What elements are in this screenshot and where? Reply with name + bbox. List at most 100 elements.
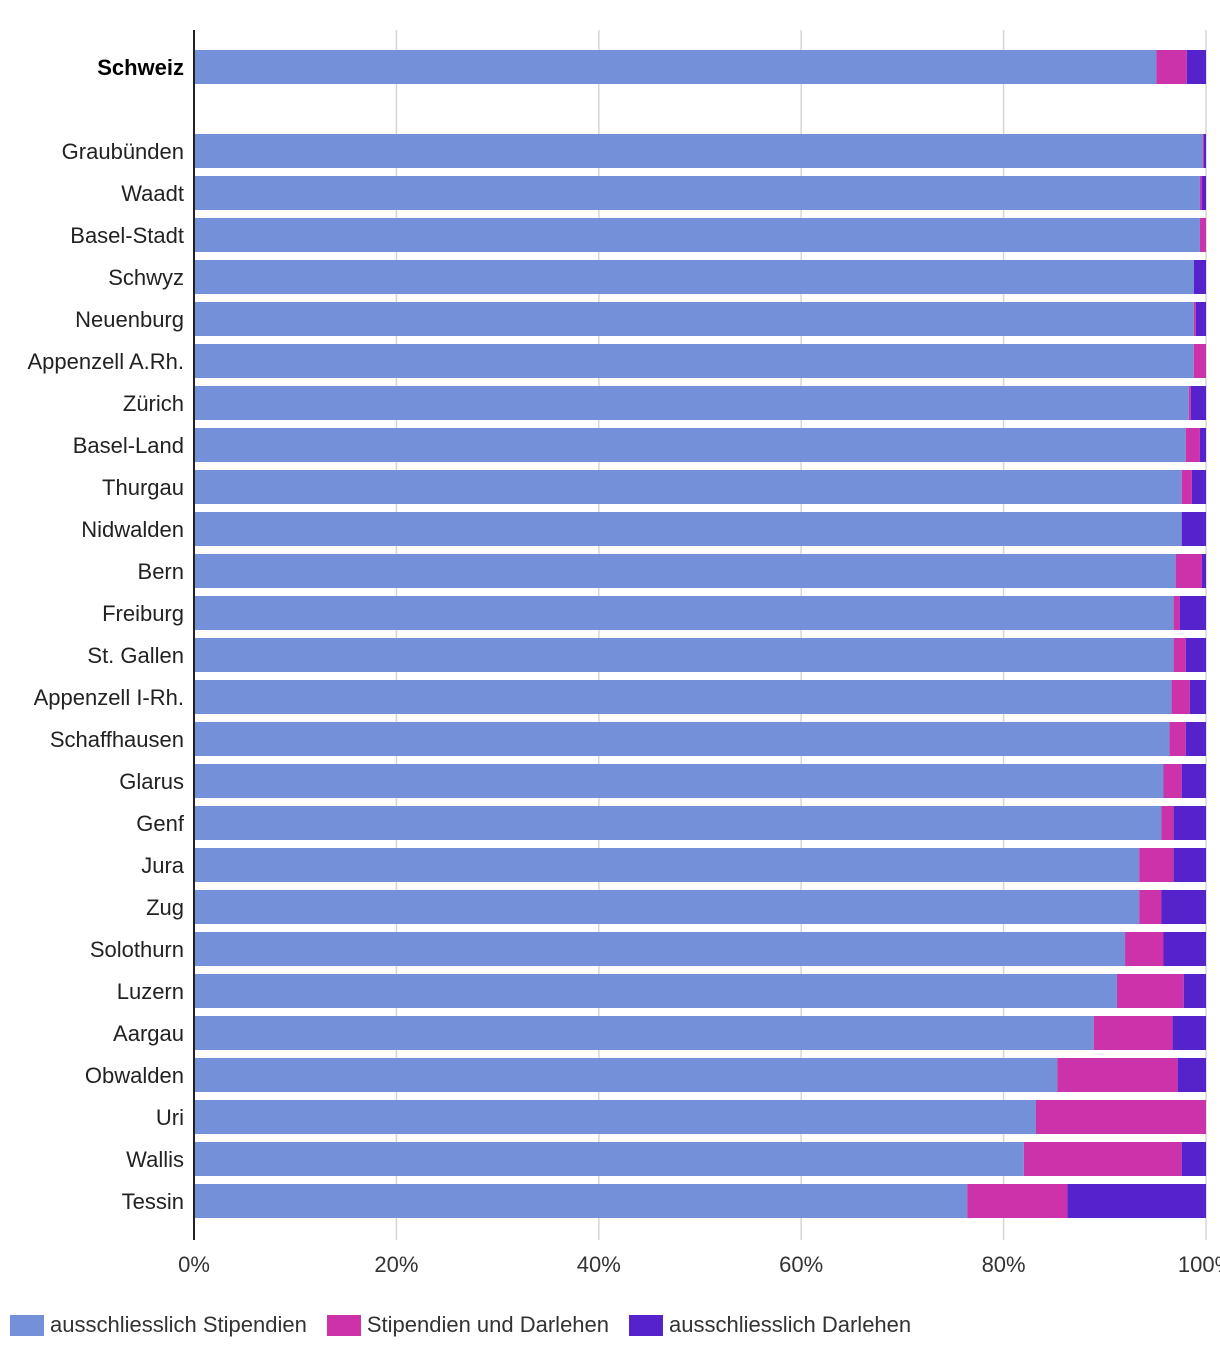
category-label-nidwalden: Nidwalden: [81, 517, 184, 542]
bar-glarus-stipendien-und-darlehen: [1163, 764, 1182, 798]
x-tick-label-60: 60%: [779, 1252, 823, 1277]
bar-st-gallen-darlehen: [1185, 638, 1206, 672]
bar-zug-darlehen: [1161, 890, 1206, 924]
bar-wallis-stipendien: [194, 1142, 1024, 1176]
tick-label-layer: 0% 20% 40% 60% 80% 100%: [178, 1252, 1220, 1277]
bar-basel-land-stipendien-und-darlehen: [1185, 428, 1200, 462]
category-label-tessin: Tessin: [122, 1189, 184, 1214]
category-label-aargau: Aargau: [113, 1021, 184, 1046]
bar-aargau-stipendien: [194, 1016, 1094, 1050]
bar-jura-darlehen: [1173, 848, 1206, 882]
bar-schweiz-stipendien-und-darlehen: [1156, 50, 1187, 84]
bar-appenzell-a-rh-stipendien-und-darlehen: [1193, 344, 1206, 378]
bar-freiburg-stipendien: [194, 596, 1174, 630]
bar-genf-darlehen: [1173, 806, 1206, 840]
category-label-basel-land: Basel-Land: [73, 433, 184, 458]
legend-item-stipendien: ausschliesslich Stipendien: [10, 1312, 307, 1338]
category-label-schwyz: Schwyz: [108, 265, 184, 290]
bar-zuerich-darlehen: [1190, 386, 1206, 420]
legend-label-stipendien-und-darlehen: Stipendien und Darlehen: [366, 1312, 610, 1337]
category-label-obwalden: Obwalden: [85, 1063, 184, 1088]
bar-schaffhausen-stipendien: [194, 722, 1170, 756]
category-label-zuerich: Zürich: [123, 391, 184, 416]
bar-obwalden-stipendien-und-darlehen: [1057, 1058, 1178, 1092]
bar-schaffhausen-stipendien-und-darlehen: [1169, 722, 1186, 756]
bar-st-gallen-stipendien: [194, 638, 1174, 672]
bar-aargau-darlehen: [1172, 1016, 1206, 1050]
category-label-wallis: Wallis: [126, 1147, 184, 1172]
legend-swatch-darlehen: [629, 1314, 664, 1336]
bar-waadt-stipendien: [194, 176, 1200, 210]
category-label-luzern: Luzern: [117, 979, 184, 1004]
category-label-thurgau: Thurgau: [102, 475, 184, 500]
bar-neuenburg-stipendien-und-darlehen: [1193, 302, 1196, 336]
bar-glarus-darlehen: [1181, 764, 1206, 798]
bar-basel-stadt-stipendien-und-darlehen: [1199, 218, 1206, 252]
bar-thurgau-stipendien: [194, 470, 1182, 504]
bar-nidwalden-stipendien: [194, 512, 1182, 546]
category-label-neuenburg: Neuenburg: [75, 307, 184, 332]
bar-schweiz-stipendien: [194, 50, 1157, 84]
bar-appenzell-a-rh-stipendien: [194, 344, 1194, 378]
bar-st-gallen-stipendien-und-darlehen: [1173, 638, 1186, 672]
legend-label-stipendien: ausschliesslich Stipendien: [50, 1312, 307, 1337]
legend-label-darlehen: ausschliesslich Darlehen: [669, 1312, 912, 1337]
bar-tessin-darlehen: [1067, 1184, 1206, 1218]
category-label-waadt: Waadt: [121, 181, 184, 206]
category-label-solothurn: Solothurn: [90, 937, 184, 962]
bar-uri-stipendien-und-darlehen: [1035, 1100, 1206, 1134]
category-label-basel-stadt: Basel-Stadt: [70, 223, 184, 248]
bar-graubuenden-darlehen: [1203, 134, 1206, 168]
bar-basel-land-darlehen: [1199, 428, 1206, 462]
bar-jura-stipendien: [194, 848, 1140, 882]
bar-layer: [194, 50, 1206, 1218]
bar-thurgau-darlehen: [1191, 470, 1206, 504]
bar-schweiz-darlehen: [1186, 50, 1206, 84]
bar-bern-darlehen: [1201, 554, 1206, 588]
bar-bern-stipendien-und-darlehen: [1175, 554, 1202, 588]
bar-solothurn-stipendien: [194, 932, 1126, 966]
category-label-graubuenden: Graubünden: [62, 139, 184, 164]
category-label-appenzell-a-rh: Appenzell A.Rh.: [27, 349, 184, 374]
x-tick-label-0: 0%: [178, 1252, 210, 1277]
bar-waadt-stipendien-und-darlehen: [1199, 176, 1202, 210]
legend-swatch-stipendien: [10, 1314, 44, 1336]
stacked-bar-chart: Schweiz Graubünden Waadt Basel-Stadt Schwyz N…: [27, 30, 1220, 1277]
bar-freiburg-stipendien-und-darlehen: [1173, 596, 1180, 630]
legend-swatch-stipendien-und-darlehen: [326, 1314, 361, 1336]
bar-uri-stipendien: [194, 1100, 1036, 1134]
x-tick-label-20: 20%: [374, 1252, 418, 1277]
bar-freiburg-darlehen: [1179, 596, 1206, 630]
bar-graubuenden-stipendien-und-darlehen: [1202, 134, 1204, 168]
bar-nidwalden-darlehen: [1181, 512, 1206, 546]
bar-neuenburg-stipendien: [194, 302, 1194, 336]
bar-thurgau-stipendien-und-darlehen: [1181, 470, 1192, 504]
bar-aargau-stipendien-und-darlehen: [1093, 1016, 1173, 1050]
bar-graubuenden-stipendien: [194, 134, 1203, 168]
bar-wallis-darlehen: [1181, 1142, 1206, 1176]
bar-zuerich-stipendien: [194, 386, 1189, 420]
bar-wallis-stipendien-und-darlehen: [1023, 1142, 1182, 1176]
bar-solothurn-stipendien-und-darlehen: [1125, 932, 1164, 966]
category-label-schweiz: Schweiz: [97, 55, 184, 80]
bar-luzern-stipendien-und-darlehen: [1116, 974, 1184, 1008]
bar-neuenburg-darlehen: [1195, 302, 1206, 336]
bar-appenzell-i-rh-stipendien: [194, 680, 1172, 714]
bar-genf-stipendien-und-darlehen: [1161, 806, 1174, 840]
bar-basel-land-stipendien: [194, 428, 1186, 462]
category-label-jura: Jura: [141, 853, 185, 878]
bar-jura-stipendien-und-darlehen: [1139, 848, 1174, 882]
bar-zuerich-stipendien-und-darlehen: [1188, 386, 1191, 420]
bar-solothurn-darlehen: [1163, 932, 1206, 966]
bar-appenzell-i-rh-stipendien-und-darlehen: [1171, 680, 1190, 714]
category-label-bern: Bern: [138, 559, 184, 584]
category-label-st-gallen: St. Gallen: [87, 643, 184, 668]
category-label-schaffhausen: Schaffhausen: [50, 727, 184, 752]
category-label-uri: Uri: [156, 1105, 184, 1130]
bar-schaffhausen-darlehen: [1185, 722, 1206, 756]
bar-tessin-stipendien-und-darlehen: [967, 1184, 1068, 1218]
category-label-genf: Genf: [136, 811, 185, 836]
bar-appenzell-i-rh-darlehen: [1189, 680, 1206, 714]
bar-waadt-darlehen: [1201, 176, 1206, 210]
